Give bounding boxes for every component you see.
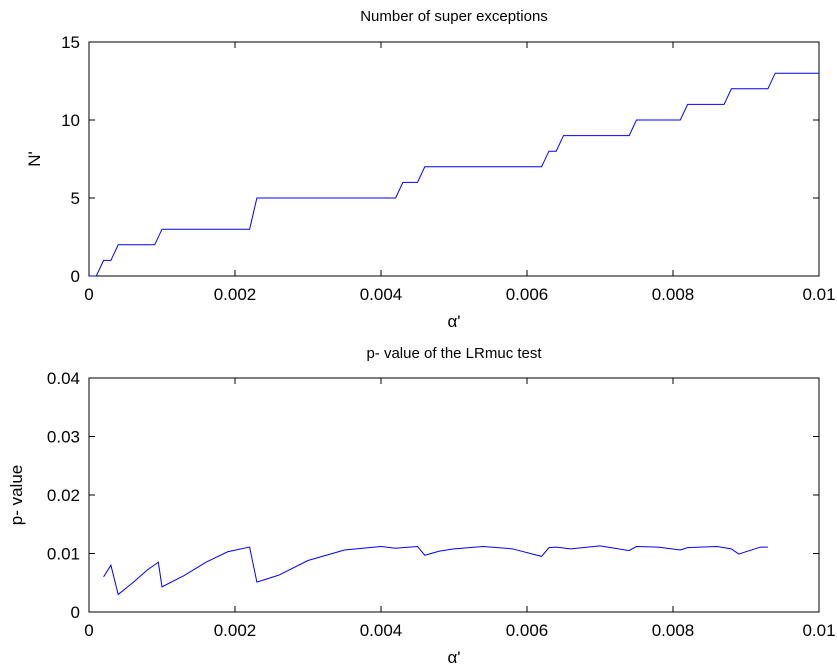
chart-title: Number of super exceptions [360, 8, 548, 25]
x-axis-label: α' [447, 312, 460, 331]
y-tick-label: 10 [61, 111, 80, 130]
x-tick-label: 0.006 [506, 285, 549, 304]
x-tick-label: 0.004 [360, 285, 403, 304]
plot-area [88, 41, 820, 277]
y-axis: 0 0.01 0.02 0.03 0.04 [47, 369, 819, 622]
y-axis-label: N' [25, 151, 44, 167]
series-line [103, 545, 768, 596]
chart-title: p- value of the LRmuc test [366, 345, 542, 362]
y-tick-label: 0.03 [47, 428, 80, 447]
chart-super-exceptions: Number of super exceptions 0 5 10 15 0 0.002… [25, 8, 836, 331]
x-tick-label: 0.01 [802, 285, 835, 304]
y-tick-label: 0.01 [47, 545, 80, 564]
x-tick-label: 0.008 [652, 621, 695, 640]
y-tick-label: 5 [71, 189, 80, 208]
x-tick-label: 0.002 [214, 285, 257, 304]
x-tick-label: 0.01 [802, 621, 835, 640]
series-line [89, 72, 819, 277]
y-tick-label: 0 [71, 603, 80, 622]
y-axis-label: p- value [7, 465, 26, 525]
y-tick-label: 0.04 [47, 369, 80, 388]
x-tick-label: 0 [84, 621, 93, 640]
x-tick-label: 0 [84, 285, 93, 304]
x-tick-label: 0.006 [506, 621, 549, 640]
chart-p-value: p- value of the LRmuc test 0 0.01 0.02 0.03… [7, 345, 836, 667]
x-axis-label: α' [447, 648, 460, 667]
y-axis: 0 5 10 15 [61, 33, 819, 286]
x-tick-label: 0.008 [652, 285, 695, 304]
y-tick-label: 0.02 [47, 486, 80, 505]
plot-area [88, 377, 820, 613]
x-axis: 0 0.002 0.004 0.006 0.008 0.01 [84, 378, 836, 640]
x-tick-label: 0.004 [360, 621, 403, 640]
y-tick-label: 0 [71, 267, 80, 286]
x-tick-label: 0.002 [214, 621, 257, 640]
y-tick-label: 15 [61, 33, 80, 52]
x-axis: 0 0.002 0.004 0.006 0.008 0.01 [84, 42, 836, 304]
